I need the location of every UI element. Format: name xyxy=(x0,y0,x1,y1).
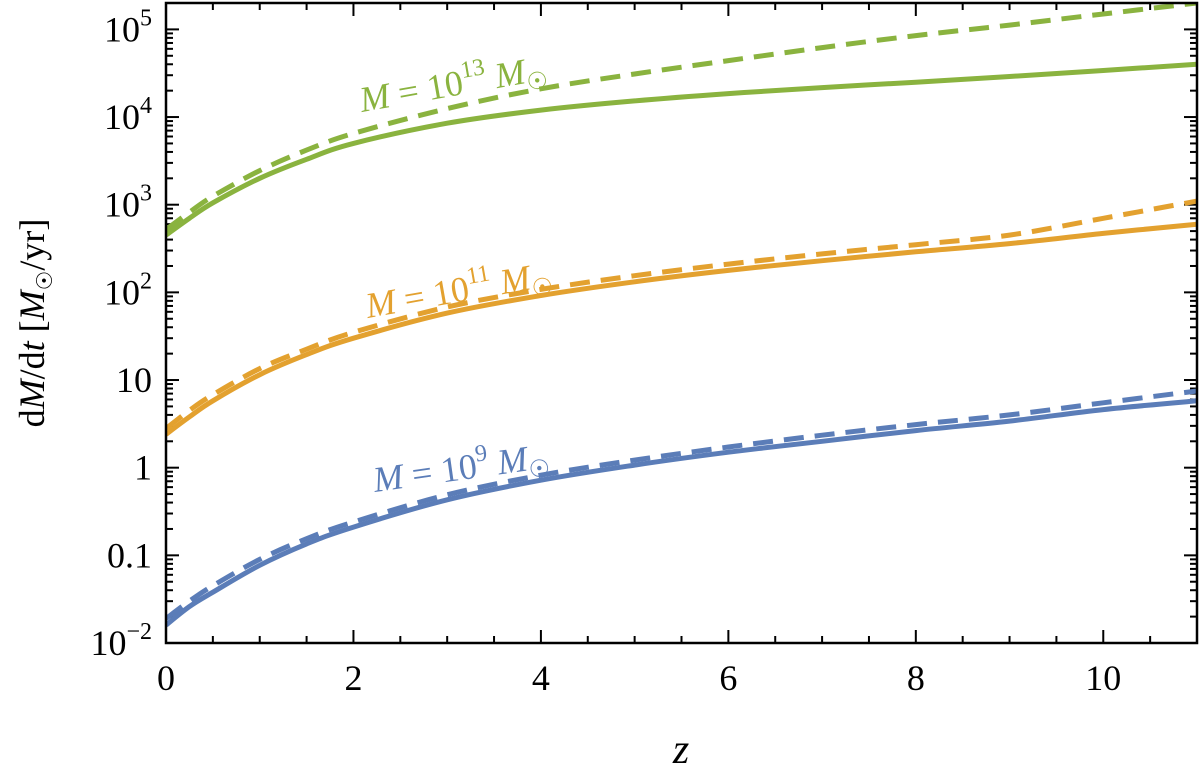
series-labels: M = 109 M☉M = 1011 M☉M = 1013 M☉ xyxy=(355,44,556,500)
series-line-solid-m13 xyxy=(166,61,1197,238)
series-line-solid-m9 xyxy=(166,398,1197,628)
x-tick-label: 4 xyxy=(532,658,550,698)
series-line-dashed-m9 xyxy=(166,388,1197,621)
x-tick-label: 6 xyxy=(719,658,737,698)
series-label-m11: M = 1011 M☉ xyxy=(361,250,556,332)
x-tick-label: 10 xyxy=(1085,658,1121,698)
y-tick-label: 102 xyxy=(104,268,152,312)
x-tick-label: 2 xyxy=(344,658,362,698)
y-tick-label: 10−2 xyxy=(90,619,152,663)
x-tick-label: 0 xyxy=(157,658,175,698)
plot-frame xyxy=(164,1,1199,645)
y-tick-label: 1 xyxy=(134,448,152,488)
series-label-m13: M = 1013 M☉ xyxy=(355,44,551,126)
x-axis-title: z xyxy=(672,727,689,770)
series-line-solid-m11 xyxy=(166,221,1197,437)
series-line-dashed-m13 xyxy=(166,3,1197,232)
series-layer xyxy=(166,3,1197,628)
y-tick-label: 0.1 xyxy=(107,535,152,575)
tick-labels: 0 2 4 6 8 10 10−2 0.1 1 10 102 103 104 105 xyxy=(90,5,1121,698)
x-tick-label: 8 xyxy=(907,658,925,698)
y-tick-label: 105 xyxy=(104,5,152,49)
y-tick-label: 10 xyxy=(116,360,152,400)
y-tick-label: 103 xyxy=(104,181,152,225)
series-line-dashed-m11 xyxy=(166,198,1197,431)
y-tick-label: 104 xyxy=(104,93,152,137)
y-axis-title: dM/dt [M☉/yr] xyxy=(12,219,57,428)
